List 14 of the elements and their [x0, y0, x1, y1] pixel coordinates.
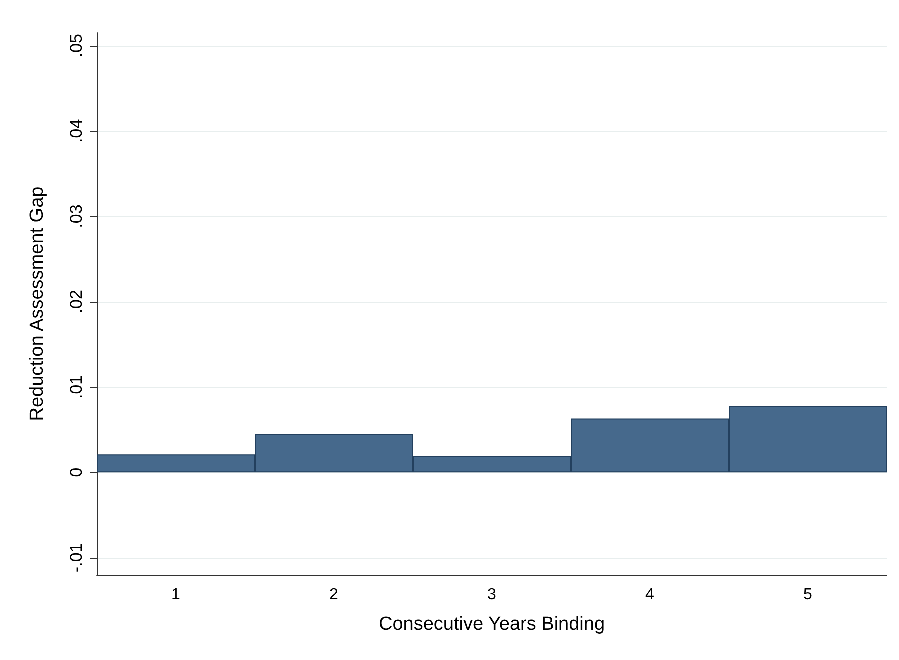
y-tick-label: .03: [67, 204, 86, 228]
x-axis-title: Consecutive Years Binding: [378, 614, 606, 635]
y-tick-label: .04: [67, 119, 86, 143]
y-axis-title: Reduction Assessment Gap: [27, 186, 48, 422]
x-tick-label: 4: [646, 586, 655, 604]
x-tick-label: 2: [330, 586, 339, 604]
x-tick-label: 1: [172, 586, 181, 604]
x-tick-label: 3: [488, 586, 497, 604]
y-tick-label: -.01: [67, 543, 86, 573]
y-tick-label: .05: [67, 34, 86, 58]
y-tick-label: .02: [67, 290, 86, 314]
y-tick-label: 0: [67, 468, 86, 478]
y-tick-label: .01: [67, 375, 86, 400]
x-tick-label: 5: [804, 586, 813, 604]
